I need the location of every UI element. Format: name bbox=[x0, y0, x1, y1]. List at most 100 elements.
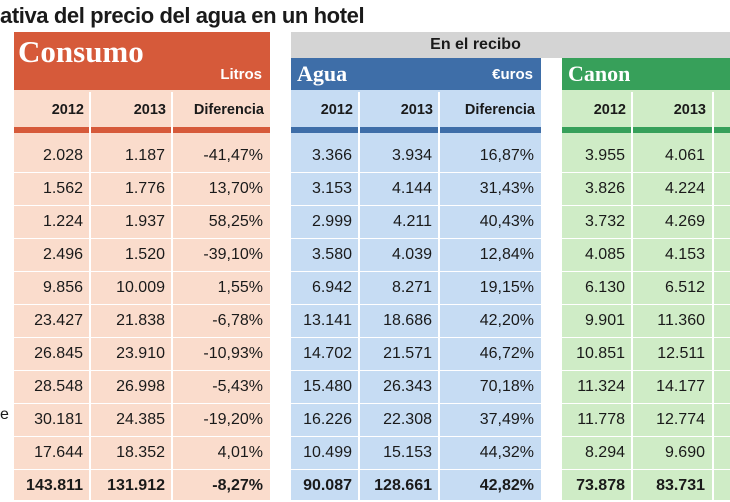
col-divider bbox=[712, 92, 714, 500]
table-cell-cd: 1,55% bbox=[217, 279, 263, 296]
table-cell-ad: 19,15% bbox=[479, 279, 534, 296]
table-cell-a13: 3.934 bbox=[391, 147, 432, 164]
total-cell-c13: 131.912 bbox=[107, 477, 165, 494]
table-cell-cd: 13,70% bbox=[208, 180, 263, 197]
table-cell-a12: 3.153 bbox=[311, 180, 352, 197]
table-cell-k13: 9.690 bbox=[664, 444, 705, 461]
row-divider bbox=[14, 238, 270, 239]
col-head-agua-2012: 2012 bbox=[320, 102, 353, 118]
canon-title: Canon bbox=[568, 61, 631, 86]
table-cell-c12: 9.856 bbox=[42, 279, 83, 296]
row-divider bbox=[562, 469, 730, 470]
table-cell-c12: 2.496 bbox=[42, 246, 83, 263]
table-cell-c13: 26.998 bbox=[116, 378, 165, 395]
row-divider bbox=[562, 403, 730, 404]
table-cell-a12: 3.366 bbox=[311, 147, 352, 164]
table-cell-c13: 18.352 bbox=[116, 444, 165, 461]
table-cell-c13: 21.838 bbox=[116, 312, 165, 329]
row-divider bbox=[562, 370, 730, 371]
table-cell-k12: 3.955 bbox=[584, 147, 625, 164]
row-divider bbox=[14, 304, 270, 305]
table-cell-ad: 12,84% bbox=[479, 246, 534, 263]
table-cell-k12: 11.778 bbox=[577, 411, 625, 428]
table-cell-a12: 3.580 bbox=[311, 246, 352, 263]
canon-rule bbox=[562, 127, 730, 133]
row-divider bbox=[14, 337, 270, 338]
row-divider bbox=[14, 172, 270, 173]
table-cell-c13: 1.187 bbox=[124, 147, 165, 164]
table-cell-c12: 26.845 bbox=[34, 345, 83, 362]
table-cell-c13: 24.385 bbox=[116, 411, 165, 428]
table-cell-cd: -6,78% bbox=[212, 312, 263, 329]
table-cell-ad: 31,43% bbox=[479, 180, 534, 197]
table-cell-c13: 10.009 bbox=[116, 279, 165, 296]
row-divider bbox=[291, 238, 541, 239]
table-cell-c13: 23.910 bbox=[116, 345, 165, 362]
recibo-header: En el recibo bbox=[291, 32, 730, 58]
table-cell-k13: 4.269 bbox=[664, 213, 705, 230]
col-divider bbox=[171, 92, 173, 500]
row-divider bbox=[562, 172, 730, 173]
table-cell-ad: 70,18% bbox=[479, 378, 534, 395]
row-divider bbox=[14, 436, 270, 437]
table-cell-k13: 4.224 bbox=[664, 180, 705, 197]
consumo-rule bbox=[14, 127, 270, 133]
table-cell-cd: -19,20% bbox=[203, 411, 263, 428]
table-cell-a12: 10.499 bbox=[303, 444, 352, 461]
row-divider bbox=[562, 304, 730, 305]
table-cell-k13: 14.177 bbox=[656, 378, 705, 395]
table-cell-a13: 26.343 bbox=[383, 378, 432, 395]
table-cell-ad: 37,49% bbox=[479, 411, 534, 428]
table-cell-a12: 16.226 bbox=[303, 411, 352, 428]
row-divider bbox=[291, 403, 541, 404]
table-title: ativa del precio del agua en un hotel bbox=[0, 3, 365, 28]
table-cell-ad: 16,87% bbox=[479, 147, 534, 164]
table-cell-k12: 6.130 bbox=[584, 279, 625, 296]
table-cell-a13: 8.271 bbox=[391, 279, 432, 296]
table-cell-k13: 4.061 bbox=[664, 147, 705, 164]
table-cell-c13: 1.776 bbox=[124, 180, 165, 197]
table-cell-cd: -41,47% bbox=[203, 147, 263, 164]
table-cell-a13: 15.153 bbox=[383, 444, 432, 461]
table-cell-a12: 2.999 bbox=[311, 213, 352, 230]
row-divider bbox=[14, 469, 270, 470]
col-divider bbox=[358, 92, 360, 500]
table-cell-c12: 28.548 bbox=[34, 378, 83, 395]
table-cell-k13: 6.512 bbox=[664, 279, 705, 296]
table-cell-a13: 4.039 bbox=[391, 246, 432, 263]
table-cell-k13: 11.360 bbox=[657, 312, 705, 329]
table-cell-a12: 15.480 bbox=[303, 378, 352, 395]
table-cell-k12: 11.324 bbox=[577, 378, 625, 395]
total-cell-a12: 90.087 bbox=[303, 477, 352, 494]
row-divider bbox=[562, 205, 730, 206]
total-cell-c12: 143.811 bbox=[26, 477, 83, 494]
table-cell-c12: 1.224 bbox=[42, 213, 83, 230]
row-divider bbox=[562, 238, 730, 239]
table-cell-k13: 4.153 bbox=[664, 246, 705, 263]
row-divider bbox=[14, 370, 270, 371]
table-cell-ad: 40,43% bbox=[479, 213, 534, 230]
table-cell-ad: 44,32% bbox=[479, 444, 534, 461]
total-cell-a13: 128.661 bbox=[374, 477, 432, 494]
table-cell-a12: 13.141 bbox=[303, 312, 352, 329]
table-cell-c12: 1.562 bbox=[42, 180, 83, 197]
table-cell-k12: 3.732 bbox=[584, 213, 625, 230]
table-cell-c13: 1.937 bbox=[124, 213, 165, 230]
table-cell-a12: 14.702 bbox=[303, 345, 352, 362]
row-divider bbox=[291, 205, 541, 206]
table-cell-ad: 42,20% bbox=[479, 312, 534, 329]
table-cell-k12: 10.851 bbox=[576, 345, 625, 362]
table-cell-c13: 1.520 bbox=[124, 246, 165, 263]
table-cell-c12: 2.028 bbox=[42, 147, 83, 164]
row-divider bbox=[291, 337, 541, 338]
col-head-agua-2013: 2013 bbox=[400, 102, 433, 118]
table-cell-ad: 46,72% bbox=[479, 345, 534, 362]
row-divider bbox=[291, 304, 541, 305]
table-cell-a13: 4.211 bbox=[393, 213, 432, 230]
col-divider bbox=[89, 92, 91, 500]
agua-header: Agua €uros bbox=[291, 58, 541, 90]
total-cell-cd: -8,27% bbox=[212, 477, 263, 494]
col-divider bbox=[438, 92, 440, 500]
consumo-title: Consumo bbox=[18, 34, 144, 69]
table-cell-a13: 22.308 bbox=[383, 411, 432, 428]
